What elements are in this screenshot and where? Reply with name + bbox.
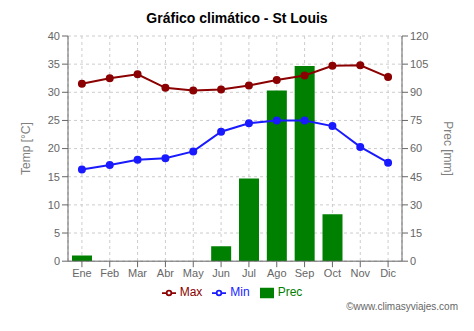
html-text:Min: Min [230, 285, 250, 300]
svg-text:Abr: Abr [157, 267, 174, 279]
svg-text:30: 30 [410, 199, 422, 211]
svg-text:May: May [183, 267, 204, 279]
svg-text:30: 30 [48, 86, 60, 98]
svg-text:45: 45 [410, 171, 422, 183]
svg-text:0: 0 [54, 255, 60, 267]
svg-text:Ago: Ago [267, 267, 287, 279]
svg-text:Dic: Dic [380, 267, 396, 279]
svg-text:Ene: Ene [72, 267, 92, 279]
svg-text:5: 5 [54, 227, 60, 239]
svg-text:75: 75 [410, 114, 422, 126]
svg-text:Feb: Feb [100, 267, 119, 279]
html-text:©www.climasyviajes.com: ©www.climasyviajes.com [346, 301, 458, 312]
svg-text:90: 90 [410, 86, 422, 98]
svg-text:Sep: Sep [295, 267, 315, 279]
svg-text:Jul: Jul [242, 267, 256, 279]
svg-text:20: 20 [48, 142, 60, 154]
html-text:Prec: Prec [277, 285, 303, 300]
html-text:Gráfico climático - St Louis: Gráfico climático - St Louis [146, 10, 328, 26]
svg-text:Temp [°C]: Temp [°C] [19, 122, 33, 175]
svg-text:Oct: Oct [324, 267, 341, 279]
html-text:Max: Max [179, 285, 203, 300]
svg-text:40: 40 [48, 30, 60, 42]
svg-text:25: 25 [48, 114, 60, 126]
svg-text:Mar: Mar [128, 267, 147, 279]
svg-text:15: 15 [48, 171, 60, 183]
svg-text:Prec [mm]: Prec [mm] [441, 121, 455, 176]
svg-text:Nov: Nov [350, 267, 370, 279]
svg-text:Jun: Jun [212, 267, 230, 279]
svg-text:60: 60 [410, 142, 422, 154]
svg-text:10: 10 [48, 199, 60, 211]
svg-text:105: 105 [410, 58, 428, 70]
svg-text:0: 0 [410, 255, 416, 267]
svg-text:15: 15 [410, 227, 422, 239]
svg-text:120: 120 [410, 30, 428, 42]
svg-text:35: 35 [48, 58, 60, 70]
